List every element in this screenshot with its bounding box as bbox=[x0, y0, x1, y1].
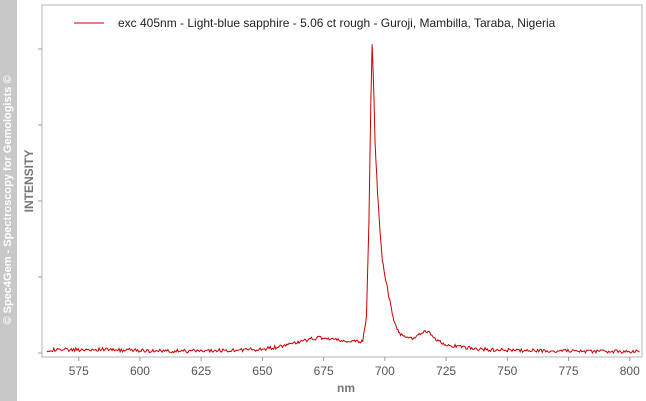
x-tick-label: 750 bbox=[497, 364, 517, 378]
x-tick-label: 675 bbox=[314, 364, 334, 378]
plot-frame bbox=[41, 4, 643, 358]
x-tick-label: 700 bbox=[375, 364, 395, 378]
x-axis-ticks: 575 600 625 650 675 700 725 750 775 800 bbox=[69, 357, 640, 378]
x-tick-label: 800 bbox=[620, 364, 640, 378]
y-axis-ticks bbox=[38, 48, 42, 354]
x-tick-label: 725 bbox=[436, 364, 456, 378]
x-tick-label: 575 bbox=[69, 364, 89, 378]
x-tick-label: 775 bbox=[559, 364, 579, 378]
x-tick-label: 625 bbox=[191, 364, 211, 378]
x-tick-label: 600 bbox=[130, 364, 150, 378]
watermark-band: © Spec4Gem - Spectroscopy for Gemologist… bbox=[0, 0, 17, 401]
y-axis-title: INTENSITY bbox=[22, 150, 36, 213]
x-tick-label: 650 bbox=[252, 364, 272, 378]
x-axis-title: nm bbox=[337, 381, 355, 395]
legend-label: exc 405nm - Light-blue sapphire - 5.06 c… bbox=[118, 16, 556, 30]
spectrum-line bbox=[46, 44, 640, 355]
